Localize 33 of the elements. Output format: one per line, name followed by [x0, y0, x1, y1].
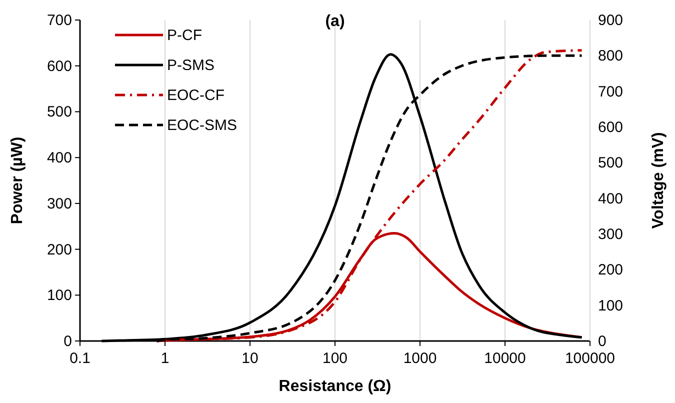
x-tick-label: 10: [242, 350, 258, 367]
x-axis-title: Resistance (Ω): [278, 378, 392, 395]
legend-label: EOC-SMS: [167, 117, 238, 134]
y-tick-label: 100: [46, 287, 72, 304]
chart-title: (a): [325, 13, 345, 30]
y2-tick-label: 200: [598, 262, 624, 279]
y2-tick-label: 100: [598, 297, 624, 314]
y2-tick-label: 700: [598, 83, 624, 100]
legend-label: P-SMS: [167, 57, 215, 74]
y-tick-label: 300: [46, 195, 72, 212]
y2-tick-label: 300: [598, 226, 624, 243]
y-tick-label: 0: [64, 333, 72, 350]
x-tick-label: 100: [322, 350, 348, 367]
y2-tick-label: 600: [598, 119, 624, 136]
x-tick-label: 10000: [484, 350, 526, 367]
y-tick-label: 400: [46, 150, 72, 167]
x-tick-label: 1000: [403, 350, 437, 367]
y2-axis-title: Voltage (mV): [650, 132, 667, 229]
x-tick-label: 100000: [564, 350, 616, 367]
y2-tick-label: 900: [598, 12, 624, 29]
y-tick-label: 700: [46, 12, 72, 29]
y2-tick-label: 500: [598, 154, 624, 172]
y2-tick-label: 0: [598, 333, 606, 350]
y-tick-label: 500: [46, 104, 72, 121]
legend-label: EOC-CF: [167, 87, 224, 104]
y-tick-label: 600: [46, 58, 72, 75]
legend-label: P-CF: [167, 27, 202, 44]
x-tick-label: 1: [160, 350, 170, 367]
y2-tick-label: 800: [598, 48, 624, 65]
y-tick-label: 200: [46, 241, 72, 258]
y-axis-title: Power (µW): [9, 136, 26, 224]
y2-tick-label: 400: [598, 190, 624, 208]
x-tick-label: 0.1: [70, 350, 90, 367]
